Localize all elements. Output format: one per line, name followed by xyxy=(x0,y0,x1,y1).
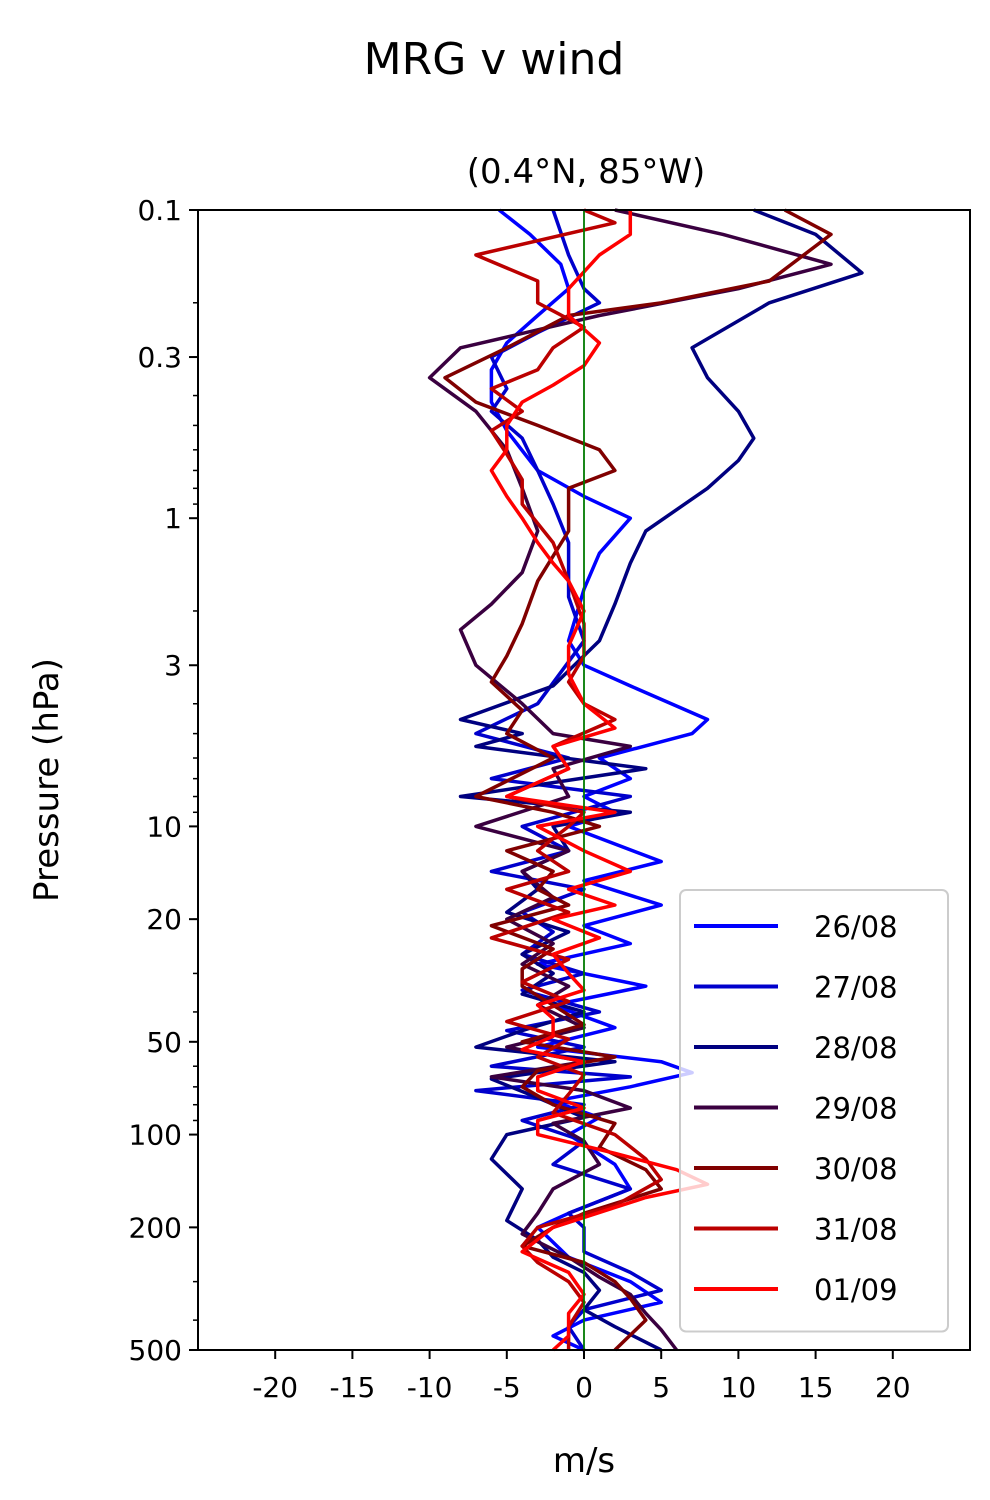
x-axis: -20 -15 -10 -5 0 5 10 15 20 xyxy=(252,1350,911,1404)
y-tick-label: 500 xyxy=(129,1334,182,1367)
x-tick-label: 5 xyxy=(652,1371,670,1404)
legend-label: 30/08 xyxy=(814,1152,898,1186)
y-tick-label: 100 xyxy=(129,1119,182,1152)
y-tick-label: 200 xyxy=(129,1211,182,1244)
x-tick-label: 15 xyxy=(798,1371,834,1404)
legend-label: 26/08 xyxy=(814,910,898,944)
legend-label: 31/08 xyxy=(814,1213,898,1247)
legend-frame xyxy=(679,889,949,1333)
x-tick-label: 10 xyxy=(721,1371,757,1404)
legend-label: 27/08 xyxy=(814,971,898,1005)
chart-title: MRG v wind xyxy=(364,34,625,85)
x-tick-label: 20 xyxy=(875,1371,911,1404)
legend-label: 29/08 xyxy=(814,1092,898,1126)
series-layer xyxy=(427,208,864,1352)
y-tick-label: 20 xyxy=(146,903,182,936)
chart-subtitle: (0.4°N, 85°W) xyxy=(467,152,706,192)
legend-label: 01/09 xyxy=(814,1273,898,1307)
y-tick-label: 0.1 xyxy=(137,194,182,227)
series-line-4 xyxy=(443,208,833,1352)
y-tick-label: 50 xyxy=(146,1026,182,1059)
x-tick-label: -15 xyxy=(330,1371,376,1404)
y-tick-label: 0.3 xyxy=(137,341,182,374)
plot-area xyxy=(197,208,971,1352)
x-tick-label: 0 xyxy=(575,1371,593,1404)
y-tick-label: 3 xyxy=(164,649,182,682)
y-tick-label: 1 xyxy=(164,502,182,535)
x-axis-title: m/s xyxy=(553,1441,615,1481)
legend-label: 28/08 xyxy=(814,1031,898,1065)
y-tick-label: 10 xyxy=(146,810,182,843)
series-line-0 xyxy=(489,208,710,1352)
legend: 26/08 27/08 28/08 29/08 30/08 31/08 01/09 xyxy=(679,889,949,1333)
x-tick-label: -10 xyxy=(407,1371,453,1404)
y-axis-title: Pressure (hPa) xyxy=(27,658,67,902)
series-line-5 xyxy=(474,208,663,1350)
series-line-6 xyxy=(489,210,710,1352)
series-line-2 xyxy=(458,208,864,1352)
y-axis: 0.1 0.3 1 3 10 20 50 100 200 500 xyxy=(129,194,198,1367)
x-tick-label: -5 xyxy=(493,1371,521,1404)
x-tick-label: -20 xyxy=(252,1371,298,1404)
